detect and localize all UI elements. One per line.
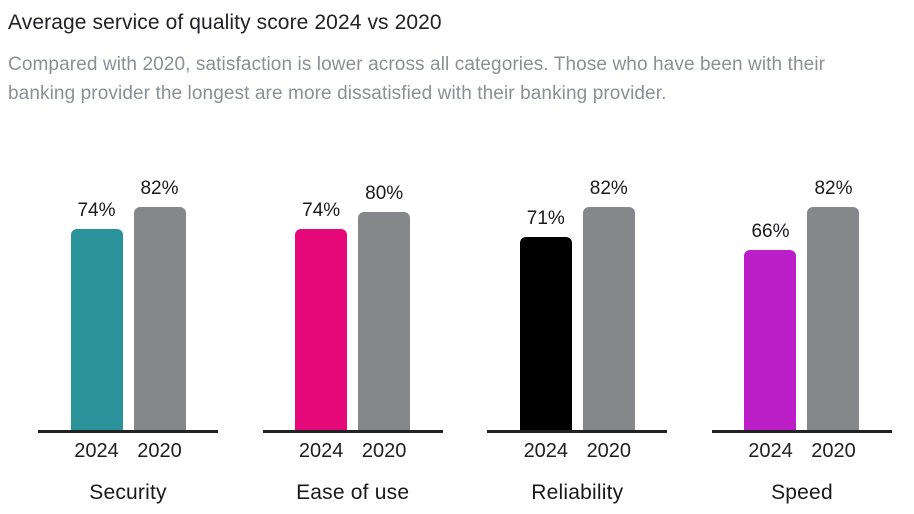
value-label: 82% <box>814 178 853 199</box>
value-label: 82% <box>140 178 179 199</box>
value-label: 82% <box>589 178 628 199</box>
bars-row: 71% 82% <box>487 170 667 430</box>
axis-baseline <box>38 430 218 433</box>
category-label-security: Security <box>89 481 167 504</box>
year-label-2024: 2024 <box>523 440 569 462</box>
axis-baseline <box>711 430 892 433</box>
year-label-2020: 2020 <box>586 440 632 462</box>
value-label: 74% <box>302 200 341 221</box>
bars-row: 74% 80% <box>263 170 443 430</box>
bars-row: 66% 82% <box>712 170 892 430</box>
value-label: 66% <box>751 221 790 242</box>
year-label-2024: 2024 <box>74 440 119 462</box>
bar-col-2020-reliability: 82% <box>582 178 635 430</box>
bar-col-2024-speed: 66% <box>744 221 797 430</box>
years-row: 2024 2020 <box>263 440 443 463</box>
year-label-2020: 2020 <box>137 440 182 462</box>
bar-col-2024-reliability: 71% <box>519 208 572 430</box>
years-row: 2024 2020 <box>712 440 892 463</box>
chart-group-speed: 66% 82% 2024 2020 Speed <box>711 170 892 505</box>
category-label-reliability: Reliability <box>531 481 624 504</box>
year-label-2020: 2020 <box>811 440 856 462</box>
category-label-speed: Speed <box>771 481 833 504</box>
bar-2024-security <box>70 229 123 430</box>
chart-area: 74% 82% 2024 2020 Security 74% 80% 2024 2020 Ease… <box>8 170 914 505</box>
chart-group-security: 74% 82% 2024 2020 Security <box>38 170 218 505</box>
bar-col-2024-ease-of-use: 74% <box>295 200 348 430</box>
bar-2024-reliability <box>519 237 572 430</box>
chart-subtitle: Compared with 2020, satisfaction is lowe… <box>8 54 826 104</box>
bar-2020-speed <box>807 207 860 430</box>
bar-2020-reliability <box>582 207 635 430</box>
year-label-2024: 2024 <box>748 440 793 462</box>
bar-2020-ease-of-use <box>358 212 411 430</box>
year-label-2024: 2024 <box>298 440 344 462</box>
value-label: 71% <box>526 208 565 229</box>
years-row: 2024 2020 <box>38 440 218 463</box>
category-label-ease-of-use: Ease of use <box>296 481 410 504</box>
value-label: 80% <box>365 183 404 204</box>
axis-baseline <box>487 430 668 433</box>
chart-group-reliability: 71% 82% 2024 2020 Reliability <box>487 170 668 505</box>
bar-2020-security <box>133 207 186 430</box>
axis-baseline <box>262 430 443 433</box>
year-label-2020: 2020 <box>361 440 407 462</box>
bar-col-2024-security: 74% <box>70 200 123 430</box>
bars-row: 74% 82% <box>38 170 218 430</box>
bar-2024-speed <box>744 250 797 430</box>
chart-group-ease-of-use: 74% 80% 2024 2020 Ease of use <box>262 170 443 505</box>
bar-col-2020-ease-of-use: 80% <box>358 183 411 430</box>
years-row: 2024 2020 <box>487 440 667 463</box>
bar-col-2020-speed: 82% <box>807 178 860 430</box>
value-label: 74% <box>77 200 116 221</box>
bar-2024-ease-of-use <box>295 229 348 430</box>
chart-title: Average service of quality score 2024 vs… <box>8 11 442 34</box>
bar-col-2020-security: 82% <box>133 178 186 430</box>
